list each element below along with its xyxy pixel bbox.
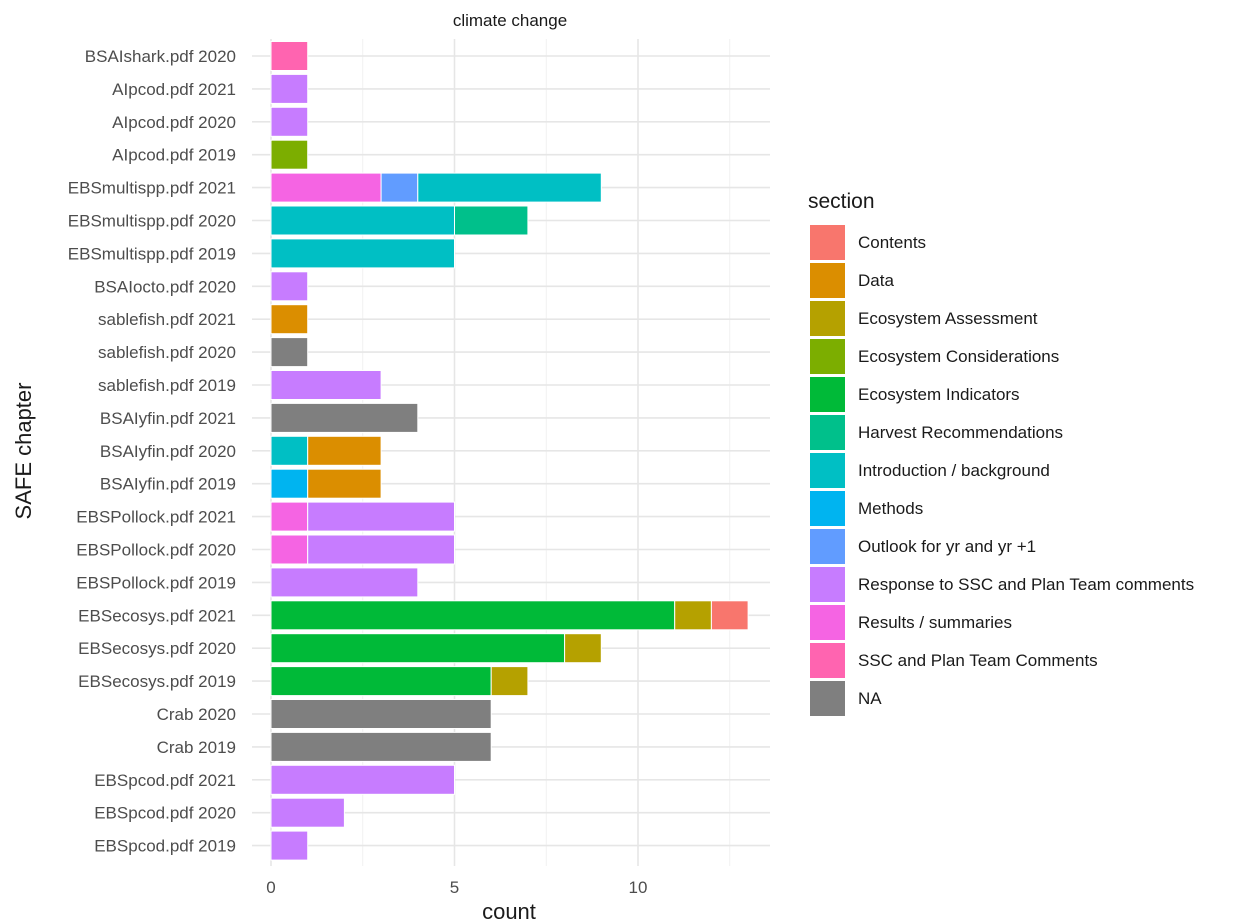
- y-tick-label: EBSecosys.pdf 2020: [78, 639, 236, 658]
- legend-key: [810, 567, 845, 602]
- y-tick-label: EBSmultispp.pdf 2020: [68, 212, 236, 231]
- y-tick-label: EBSPollock.pdf 2020: [76, 541, 236, 560]
- y-tick-label: sablefish.pdf 2019: [98, 376, 236, 395]
- bar-segment: [674, 600, 712, 631]
- bar-segment: [307, 468, 382, 499]
- y-tick-label: AIpcod.pdf 2019: [112, 146, 236, 165]
- x-axis-title: count: [482, 899, 536, 924]
- legend-key: [810, 491, 845, 526]
- legend-key: [810, 605, 845, 640]
- y-tick-label: EBSmultispp.pdf 2021: [68, 179, 236, 198]
- bar-segment: [270, 172, 382, 203]
- y-tick-label: Crab 2020: [157, 705, 236, 724]
- y-tick-label: Crab 2019: [157, 738, 236, 757]
- bar-segment: [270, 205, 455, 236]
- legend-label: Introduction / background: [858, 461, 1050, 480]
- bar-segment: [270, 731, 492, 762]
- bar-segment: [454, 205, 529, 236]
- bar-segment: [270, 41, 309, 71]
- y-tick-label: EBSpcod.pdf 2019: [94, 837, 236, 856]
- bar-segment: [270, 600, 676, 631]
- bar-segment: [270, 402, 419, 433]
- legend-label: Response to SSC and Plan Team comments: [858, 575, 1194, 594]
- y-tick-label: sablefish.pdf 2021: [98, 310, 236, 329]
- bar-segment: [270, 370, 382, 400]
- y-tick-label: BSAIocto.pdf 2020: [94, 277, 236, 296]
- bar-segment: [417, 172, 602, 203]
- y-tick-label: BSAIshark.pdf 2020: [85, 47, 236, 66]
- x-tick-label: 5: [450, 878, 459, 897]
- legend-label: Results / summaries: [858, 613, 1012, 632]
- bar-segment: [490, 666, 529, 697]
- y-tick-label: EBSecosys.pdf 2021: [78, 606, 236, 625]
- y-tick-label: BSAIyfin.pdf 2019: [100, 475, 236, 494]
- legend-label: Outlook for yr and yr +1: [858, 537, 1036, 556]
- y-tick-label: EBSPollock.pdf 2021: [76, 508, 236, 527]
- y-tick-label: EBSPollock.pdf 2019: [76, 573, 236, 592]
- bar-segment: [270, 764, 455, 795]
- legend-key: [810, 415, 845, 450]
- legend-key: [810, 529, 845, 564]
- y-tick-label: EBSpcod.pdf 2021: [94, 771, 236, 790]
- legend-key: [810, 453, 845, 488]
- legend-key: [810, 643, 845, 678]
- bar-segment: [270, 238, 455, 269]
- x-tick-label: 10: [629, 878, 648, 897]
- bar-segment: [270, 337, 309, 368]
- y-tick-label: AIpcod.pdf 2021: [112, 80, 236, 99]
- bar-segment: [270, 633, 566, 664]
- y-tick-label: EBSecosys.pdf 2019: [78, 672, 236, 691]
- legend-label: SSC and Plan Team Comments: [858, 651, 1098, 670]
- legend-label: NA: [858, 689, 882, 708]
- bar-segment: [270, 139, 309, 170]
- bar-segment: [270, 567, 419, 598]
- legend-key: [810, 377, 845, 412]
- bar-segment: [307, 435, 382, 466]
- bar-segment: [270, 106, 309, 137]
- bar-segment: [270, 304, 309, 335]
- y-tick-label: EBSmultispp.pdf 2019: [68, 244, 236, 263]
- legend-key: [810, 339, 845, 374]
- y-tick-label: BSAIyfin.pdf 2021: [100, 409, 236, 428]
- y-tick-label: AIpcod.pdf 2020: [112, 113, 236, 132]
- y-tick-label: EBSpcod.pdf 2020: [94, 804, 236, 823]
- bar-segment: [270, 666, 492, 697]
- bar-segment: [564, 633, 602, 664]
- y-tick-label: BSAIyfin.pdf 2020: [100, 442, 236, 461]
- bar-segment: [307, 534, 456, 565]
- legend-label: Data: [858, 271, 894, 290]
- legend-label: Ecosystem Considerations: [858, 347, 1059, 366]
- chart-title: climate change: [453, 11, 567, 30]
- bar-segment: [270, 830, 309, 861]
- bar-segment: [270, 468, 309, 499]
- legend-label: Harvest Recommendations: [858, 423, 1063, 442]
- legend-key: [810, 301, 845, 336]
- legend-key: [810, 263, 845, 298]
- bar-segment: [710, 600, 749, 631]
- y-axis-title: SAFE chapter: [11, 383, 36, 520]
- y-tick-labels: BSAIshark.pdf 2020 AIpcod.pdf 2021 AIpcod.…: [68, 47, 236, 856]
- bar-segment: [270, 435, 309, 466]
- legend: section Contents Data Ecosystem Assessment…: [808, 190, 1194, 716]
- bar-segment: [270, 271, 309, 302]
- legend-key: [810, 681, 845, 716]
- legend-label: Contents: [858, 233, 926, 252]
- bar-segment: [307, 501, 456, 532]
- x-tick-label: 0: [266, 878, 275, 897]
- legend-title: section: [808, 190, 875, 213]
- x-tick-labels: 0 5 10: [266, 878, 647, 897]
- bar-segment: [270, 699, 492, 729]
- legend-label: Ecosystem Assessment: [858, 309, 1038, 328]
- legend-label: Ecosystem Indicators: [858, 385, 1020, 404]
- bar-segment: [270, 73, 309, 104]
- legend-key: [810, 225, 845, 260]
- bar-segment: [270, 534, 309, 565]
- bar-segment: [270, 797, 345, 828]
- legend-label: Methods: [858, 499, 923, 518]
- bar-segment: [270, 501, 309, 532]
- y-tick-label: sablefish.pdf 2020: [98, 343, 236, 362]
- bars: [270, 41, 749, 861]
- bar-segment: [380, 172, 419, 203]
